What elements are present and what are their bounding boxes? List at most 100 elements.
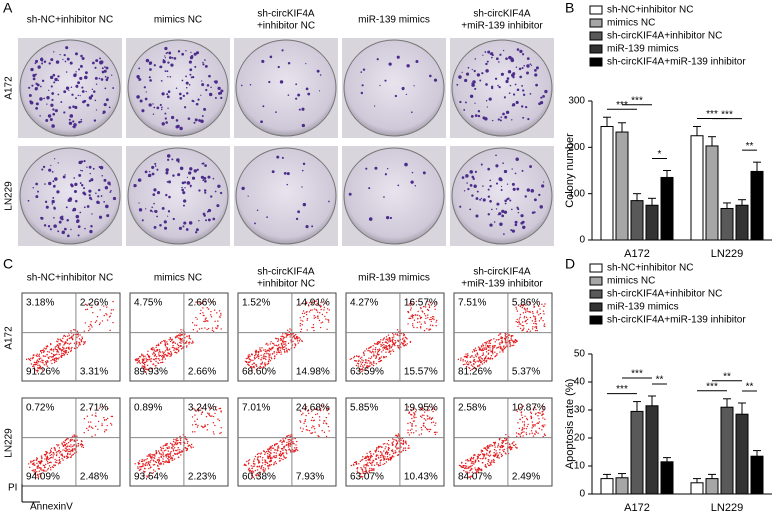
event-dot	[201, 425, 202, 426]
event-dot	[508, 340, 509, 341]
event-dot	[270, 446, 271, 447]
colony	[29, 94, 32, 97]
event-dot	[246, 461, 247, 462]
colony	[99, 61, 103, 65]
event-dot	[273, 464, 274, 465]
colony	[516, 67, 517, 68]
event-dot	[161, 456, 162, 457]
event-dot	[260, 355, 261, 356]
event-dot	[83, 447, 84, 448]
event-dot	[383, 457, 384, 458]
colony	[384, 80, 386, 82]
event-dot	[152, 353, 153, 354]
event-dot	[509, 343, 510, 344]
event-dot	[45, 455, 46, 456]
event-dot	[511, 345, 512, 346]
event-dot	[358, 463, 359, 464]
colony	[504, 211, 507, 214]
event-dot	[263, 467, 264, 468]
event-dot	[506, 439, 507, 440]
colony	[522, 226, 525, 229]
event-dot	[355, 461, 356, 462]
event-dot	[56, 452, 57, 453]
colony	[149, 68, 152, 71]
colony	[466, 182, 468, 184]
event-dot	[302, 313, 303, 314]
colony	[488, 189, 490, 191]
event-dot	[142, 461, 143, 462]
colony	[202, 179, 204, 181]
event-dot	[505, 335, 506, 336]
event-dot	[164, 450, 165, 451]
event-dot	[100, 322, 101, 323]
event-dot	[384, 337, 385, 338]
event-dot	[285, 449, 286, 450]
colony	[471, 115, 474, 118]
event-dot	[490, 343, 491, 344]
event-dot	[56, 359, 57, 360]
event-dot	[60, 451, 61, 452]
event-dot	[73, 334, 74, 335]
colony	[178, 161, 180, 163]
event-dot	[267, 344, 268, 345]
event-dot	[252, 360, 253, 361]
colony	[29, 100, 32, 103]
event-dot	[281, 339, 282, 340]
colony	[63, 111, 65, 113]
event-dot	[62, 347, 63, 348]
event-dot	[522, 321, 523, 322]
event-dot	[269, 350, 270, 351]
colony	[487, 51, 490, 54]
colony	[497, 85, 499, 87]
colony	[472, 69, 473, 70]
colony	[531, 65, 532, 66]
quadrant-value: 94.09%	[26, 472, 60, 483]
event-dot	[261, 347, 262, 348]
event-dot	[69, 451, 70, 452]
event-dot	[66, 456, 67, 457]
colony	[423, 171, 426, 174]
event-dot	[303, 310, 304, 311]
event-dot	[147, 359, 148, 360]
colony	[189, 74, 191, 76]
event-dot	[505, 340, 506, 341]
colony	[538, 194, 540, 196]
colony	[415, 185, 416, 186]
event-dot	[393, 351, 394, 352]
colony	[459, 101, 461, 103]
event-dot	[171, 447, 172, 448]
event-dot	[413, 327, 414, 328]
event-dot	[478, 461, 479, 462]
colony	[499, 222, 502, 225]
event-dot	[458, 359, 459, 360]
colony	[41, 217, 44, 220]
event-dot	[489, 444, 490, 445]
quadrant-value: 93.64%	[134, 472, 168, 483]
event-dot	[319, 426, 320, 427]
event-dot	[182, 451, 183, 452]
axis-label: PI	[8, 483, 17, 494]
colony	[113, 197, 116, 200]
event-dot	[53, 350, 54, 351]
colony	[182, 191, 185, 194]
event-dot	[423, 415, 424, 416]
event-dot	[180, 340, 181, 341]
event-dot	[297, 338, 298, 339]
event-dot	[321, 309, 322, 310]
colony	[67, 235, 70, 238]
colony	[197, 99, 199, 101]
legend-label: sh-circKIF4A+miR-139 inhibitor	[607, 57, 746, 68]
event-dot	[95, 426, 96, 427]
event-dot	[50, 455, 51, 456]
event-dot	[373, 353, 374, 354]
colony	[50, 58, 53, 61]
x-tick-label: LN229	[711, 248, 743, 260]
event-dot	[471, 461, 472, 462]
event-dot	[498, 445, 499, 446]
event-dot	[483, 448, 484, 449]
event-dot	[392, 349, 393, 350]
quadrant-value: 5.86%	[512, 298, 540, 309]
event-dot	[377, 455, 378, 456]
event-dot	[244, 464, 245, 465]
colony	[533, 211, 535, 213]
